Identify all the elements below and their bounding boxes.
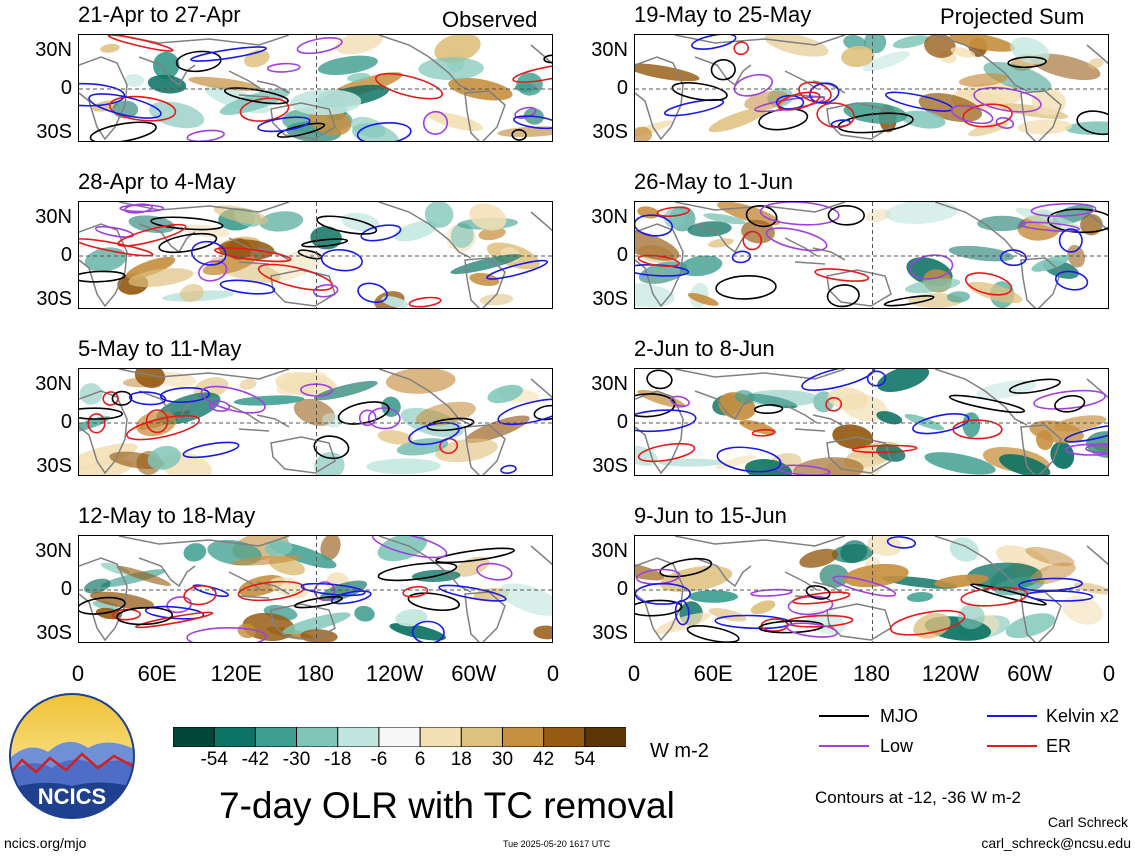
olr-map-panel-2 (78, 201, 553, 309)
olr-map-panel-6 (634, 201, 1109, 309)
ncics-logo: NCICS (8, 690, 136, 822)
lat-label: 0 (616, 244, 628, 266)
lon-label: 60E (693, 661, 733, 686)
olr-map-panel-5 (634, 34, 1109, 142)
lon-label: 120W (365, 661, 424, 686)
olr-map-panel-8 (634, 535, 1109, 643)
lat-label: 30N (35, 39, 72, 61)
lon-label: 60W (1007, 661, 1053, 686)
site-link[interactable]: ncics.org/mjo (4, 835, 87, 851)
contours-note: Contours at -12, -36 W m-2 (815, 788, 1021, 807)
panel-title-6: 26-May to 1-Jun (634, 169, 793, 194)
lat-label: 0 (616, 578, 628, 600)
lat-label: 30N (35, 540, 72, 562)
colorbar-tick-label: -6 (370, 749, 388, 770)
lon-label: 0 (627, 661, 641, 686)
lat-label: 0 (616, 77, 628, 99)
colorbar-swatch (213, 726, 257, 748)
colorbar-swatch (296, 726, 339, 748)
lat-label: 30N (35, 373, 72, 395)
colorbar-swatch (172, 726, 216, 748)
olr-map-panel-3 (78, 368, 553, 476)
olr-map-panel-1 (78, 34, 553, 142)
colorbar-tick-label: -42 (241, 749, 270, 770)
legend-mjo-label: MJO (880, 706, 918, 726)
colorbar-swatch (378, 726, 422, 748)
colorbar-swatch (460, 726, 504, 748)
olr-map-panel-4 (78, 535, 553, 643)
colorbar-swatch (337, 726, 380, 748)
lat-label: 0 (60, 578, 72, 600)
panel-title-2: 28-Apr to 4-May (78, 169, 236, 194)
ncics-logo-icon: NCICS (9, 693, 135, 819)
lat-label: 0 (616, 411, 628, 433)
colorbar-tick-label: 54 (574, 749, 596, 770)
lat-label: 30N (591, 206, 628, 228)
panel-title-4: 12-May to 18-May (78, 503, 256, 528)
lon-label: 0 (546, 661, 560, 686)
colorbar-swatch (584, 726, 628, 748)
lat-label: 30S (592, 622, 628, 644)
legend-low-label: Low (880, 736, 914, 756)
panel-title-7: 2-Jun to 8-Jun (634, 336, 775, 361)
lat-label: 30N (591, 373, 628, 395)
panel-title-8: 9-Jun to 15-Jun (634, 503, 787, 528)
colorbar-tick-label: -18 (323, 749, 352, 770)
lat-label: 30S (592, 288, 628, 310)
lon-label: 180 (853, 661, 890, 686)
colorbar-tick-label: 42 (533, 749, 555, 770)
lat-label: 30S (592, 455, 628, 477)
contour-legend (815, 706, 1135, 766)
lon-label: 60W (451, 661, 497, 686)
lat-label: 30N (591, 39, 628, 61)
legend-kelvin-label: Kelvin x2 (1046, 706, 1120, 726)
colorbar-units: W m-2 (650, 740, 709, 762)
lat-label: 0 (60, 411, 72, 433)
lon-label: 120W (921, 661, 980, 686)
lon-label: 0 (71, 661, 85, 686)
logo-text: NCICS (38, 784, 106, 809)
colorbar-tick-label: 30 (491, 749, 514, 770)
colorbar-swatch (419, 726, 463, 748)
lat-label: 0 (60, 77, 72, 99)
lat-label: 30N (591, 540, 628, 562)
colorbar-tick-label: -30 (282, 749, 311, 770)
panel-title-3: 5-May to 11-May (78, 336, 242, 361)
panel-title-5: 19-May to 25-May (634, 2, 812, 27)
lat-label: 30N (35, 206, 72, 228)
observed-label: Observed (442, 7, 538, 32)
colorbar-swatch (501, 726, 545, 748)
lat-label: 30S (36, 121, 72, 143)
lat-label: 30S (36, 455, 72, 477)
colorbar-swatch (543, 726, 586, 748)
lon-label: 120E (766, 661, 819, 686)
author: Carl Schreck (1047, 814, 1128, 830)
lat-label: 30S (592, 121, 628, 143)
lat-label: 0 (60, 244, 72, 266)
lon-label: 0 (1102, 661, 1116, 686)
colorbar-tick-label: 18 (450, 749, 472, 770)
lon-label: 120E (210, 661, 263, 686)
colorbar-swatch (254, 726, 298, 748)
panel-title-1: 21-Apr to 27-Apr (78, 2, 241, 27)
colorbar-tick-label: 6 (414, 749, 426, 770)
legend-er-label: ER (1046, 736, 1072, 756)
colorbar-tick-label: -54 (200, 749, 228, 770)
projected-sum-label: Projected Sum (940, 4, 1085, 29)
lat-label: 30S (36, 622, 72, 644)
lon-label: 180 (297, 661, 334, 686)
lat-label: 30S (36, 288, 72, 310)
colorbar (172, 726, 628, 748)
figure-title: 7-day OLR with TC removal (219, 785, 675, 826)
author-email[interactable]: carl_schreck@ncsu.edu (981, 835, 1131, 851)
olr-map-panel-7 (634, 368, 1109, 476)
lon-label: 60E (137, 661, 177, 686)
timestamp: Tue 2025-05-20 1617 UTC (503, 839, 611, 849)
